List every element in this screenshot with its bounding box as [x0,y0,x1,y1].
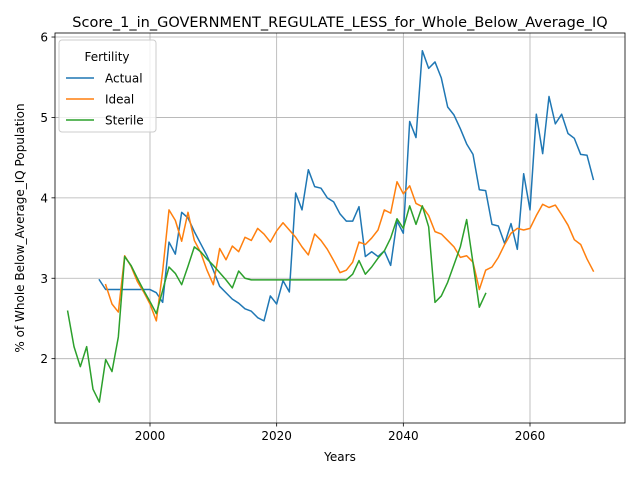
legend-title: Fertility [84,50,129,64]
legend-label-ideal: Ideal [105,93,134,107]
legend: Fertility Actual Ideal Sterile [59,40,156,132]
y-tick-label: 5 [40,111,48,125]
x-tick-label: 2000 [135,429,166,443]
legend-label-sterile: Sterile [105,114,144,128]
x-axis-label: Years [323,450,356,464]
legend-label-actual: Actual [105,72,143,86]
y-axis-label: % of Whole Below_Average_IQ Population [13,103,27,352]
y-tick-label: 4 [40,191,48,205]
y-tick-label: 3 [40,272,48,286]
x-tick-label: 2020 [261,429,292,443]
x-tick-label: 2040 [388,429,419,443]
y-tick-label: 6 [40,31,48,45]
x-tick-label: 2060 [515,429,546,443]
chart-title: Score_1_in_GOVERNMENT_REGULATE_LESS_for_… [72,15,607,31]
y-tick-label: 2 [40,352,48,366]
